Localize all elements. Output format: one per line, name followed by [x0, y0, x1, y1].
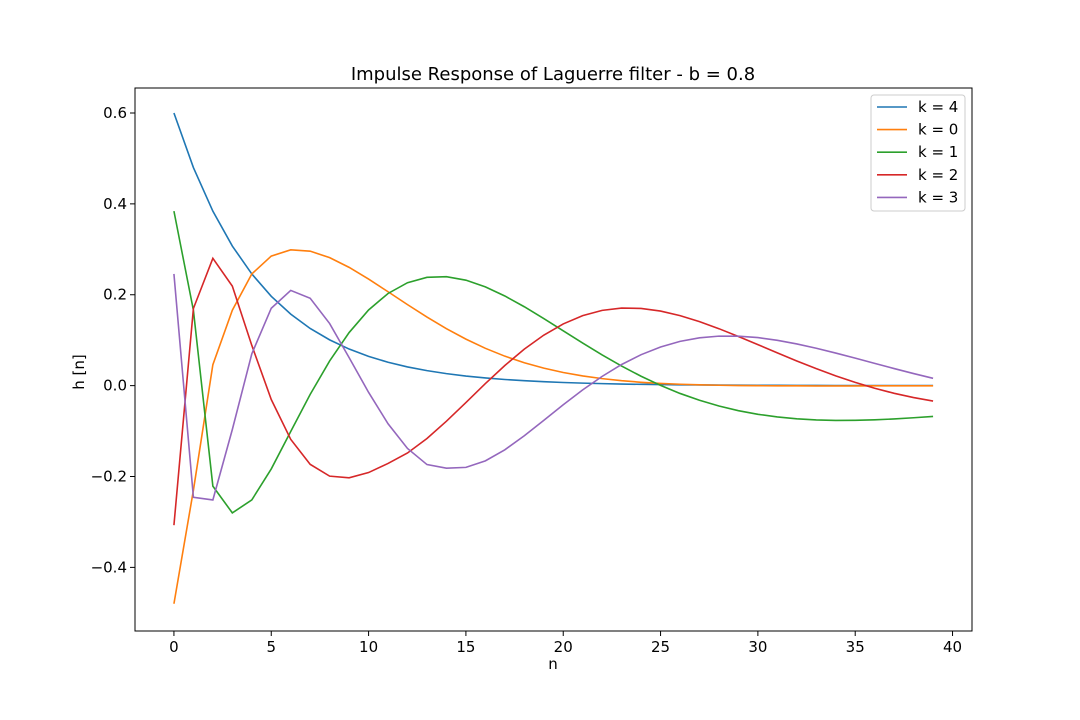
series-line-4	[173, 273, 934, 501]
series-line-2	[173, 210, 934, 514]
y-tick-label: 0.2	[103, 286, 127, 304]
y-tick-label: −0.2	[91, 468, 127, 486]
legend-label-3: k = 2	[918, 166, 958, 184]
x-tick-label: 25	[651, 638, 670, 656]
chart-title: Impulse Response of Laguerre filter - b …	[351, 64, 755, 85]
x-axis-label: n	[548, 655, 558, 673]
series-line-0	[173, 112, 934, 387]
legend-label-0: k = 4	[918, 98, 958, 116]
legend-label-2: k = 1	[918, 143, 958, 161]
x-tick-label: 15	[456, 638, 475, 656]
legend-box	[870, 94, 966, 212]
legend-label-4: k = 3	[918, 188, 958, 206]
x-tick-label: 35	[846, 638, 865, 656]
legend-label-1: k = 0	[918, 121, 958, 139]
x-tick-label: 10	[359, 638, 378, 656]
y-axis-label: h [n]	[70, 354, 88, 390]
series-line-1	[173, 249, 934, 604]
legend: k = 4 k = 0 k = 1 k = 2 k = 3	[870, 94, 966, 212]
axes-frame	[134, 87, 973, 632]
x-tick-label: 20	[554, 638, 573, 656]
x-tick-label: 30	[748, 638, 767, 656]
y-tick-label: 0.4	[103, 195, 127, 213]
plot-area: 0 5 10 15 20 25 30 35 40 −0.4 −0.2 0.0 0.2 0.4 0.6	[91, 87, 973, 656]
y-tick-label: −0.4	[91, 558, 127, 576]
y-tick-label: 0.0	[103, 377, 127, 395]
x-tick-label: 40	[943, 638, 962, 656]
y-tick-label: 0.6	[103, 104, 127, 122]
series-line-3	[173, 256, 934, 526]
x-tick-label: 5	[266, 638, 276, 656]
x-tick-label: 0	[169, 638, 179, 656]
